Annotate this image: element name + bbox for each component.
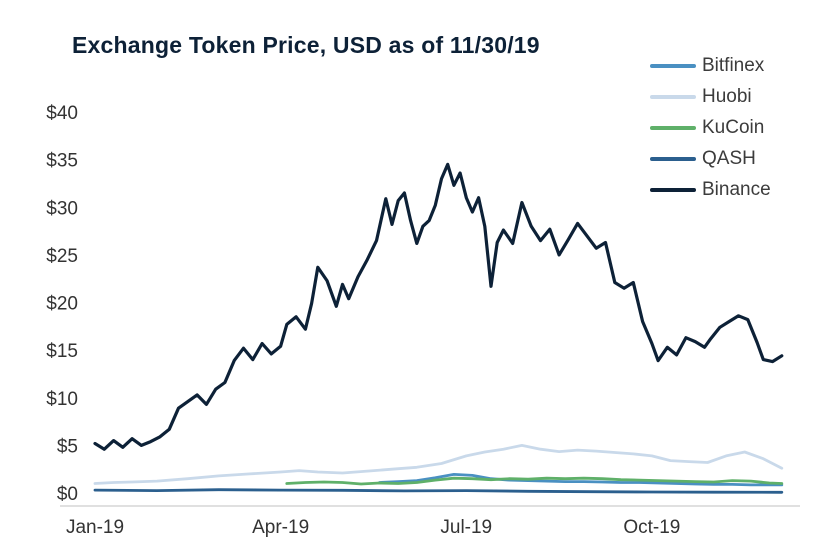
x-axis-tick-label: Oct-19 <box>623 517 680 538</box>
y-axis-tick-label: $10 <box>46 389 78 410</box>
y-axis-tick-label: $30 <box>46 198 78 219</box>
legend-swatch-qash-icon <box>650 156 696 161</box>
y-axis-tick-label: $40 <box>46 103 78 124</box>
y-axis-tick-label: $25 <box>46 246 78 267</box>
x-axis-tick-label: Jul-19 <box>440 517 492 538</box>
x-axis-tick-label: Jan-19 <box>66 517 124 538</box>
legend-label-huobi: Huobi <box>702 85 752 107</box>
legend-label-bitfinex: Bitfinex <box>702 54 765 76</box>
legend-item-bitfinex: Bitfinex <box>650 50 771 81</box>
legend-swatch-huobi-icon <box>650 94 696 99</box>
y-axis-tick-label: $0 <box>57 484 78 505</box>
y-axis-tick-label: $5 <box>57 436 78 457</box>
y-axis-tick-label: $20 <box>46 294 78 315</box>
legend-swatch-binance-icon <box>650 187 696 192</box>
y-axis-tick-label: $15 <box>46 341 78 362</box>
series-line-binance <box>93 162 784 451</box>
legend-item-huobi: Huobi <box>650 81 771 112</box>
x-axis-tick-label: Apr-19 <box>252 517 309 538</box>
series-line-kucoin <box>285 476 784 486</box>
legend-swatch-bitfinex-icon <box>650 63 696 68</box>
legend-swatch-kucoin-icon <box>650 125 696 130</box>
legend-label-qash: QASH <box>702 147 756 169</box>
series-line-qash <box>93 488 784 494</box>
chart-legend: Bitfinex Huobi KuCoin QASH Binance <box>650 50 771 205</box>
legend-item-qash: QASH <box>650 143 771 174</box>
series-line-huobi <box>93 443 784 485</box>
series-line-bitfinex <box>378 472 784 487</box>
chart-title: Exchange Token Price, USD as of 11/30/19 <box>72 32 540 58</box>
y-axis-tick-label: $35 <box>46 151 78 172</box>
legend-label-kucoin: KuCoin <box>702 116 765 138</box>
legend-label-binance: Binance <box>702 178 771 200</box>
legend-item-kucoin: KuCoin <box>650 112 771 143</box>
legend-item-binance: Binance <box>650 174 771 205</box>
